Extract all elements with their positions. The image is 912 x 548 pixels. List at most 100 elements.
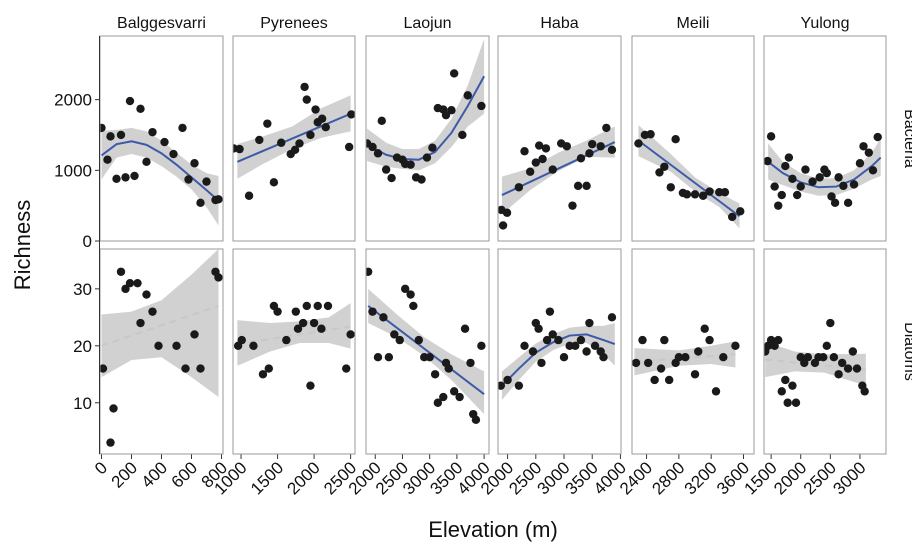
facet-label-pyrenees: Pyrenees (260, 15, 328, 32)
data-point-bacteria-haba-6 (531, 158, 541, 167)
data-point-diatoms-yulong-18 (829, 352, 839, 362)
data-point-bacteria-meili-14 (727, 212, 737, 222)
data-point-bacteria-laojun-16 (441, 110, 451, 120)
data-point-bacteria-pyrenees-2 (244, 191, 254, 200)
x-tick-label-balggesvarri-0: 0 (91, 458, 111, 478)
data-point-bacteria-meili-6 (671, 135, 680, 144)
panel-bacteria-pyrenees (233, 82, 355, 200)
data-point-diatoms-laojun-6 (395, 335, 404, 345)
data-point-diatoms-laojun-10 (414, 335, 423, 345)
data-point-bacteria-haba-9 (541, 144, 551, 153)
data-point-bacteria-haba-5 (525, 167, 535, 176)
data-point-diatoms-yulong-4 (774, 335, 783, 345)
x-axis-title: Elevation (m) (428, 517, 558, 542)
data-point-bacteria-balggesvarri-5 (121, 173, 130, 182)
data-point-bacteria-balggesvarri-3 (112, 174, 121, 183)
data-point-bacteria-haba-20 (602, 123, 611, 133)
y-tick-label-bacteria-0: 0 (83, 232, 92, 251)
data-point-bacteria-yulong-2 (770, 182, 779, 191)
data-point-bacteria-balggesvarri-0 (100, 123, 106, 133)
facet-label-meili: Meili (677, 15, 710, 32)
facet-label-diatoms: Diatoms (901, 322, 912, 381)
data-point-diatoms-haba-7 (537, 358, 546, 368)
data-point-diatoms-haba-12 (559, 352, 569, 362)
data-point-diatoms-balggesvarri-8 (142, 290, 151, 299)
data-point-bacteria-pyrenees-3 (255, 135, 264, 145)
confidence-band-bacteria-balggesvarri (101, 127, 219, 226)
data-point-bacteria-laojun-18 (449, 69, 459, 78)
fit-line-bacteria-balggesvarri (100, 140, 220, 202)
data-point-diatoms-yulong-25 (860, 387, 869, 396)
data-point-diatoms-meili-10 (690, 370, 700, 379)
data-point-bacteria-haba-2 (502, 208, 512, 217)
confidence-band-bacteria-haba (501, 126, 615, 215)
data-point-diatoms-haba-1 (503, 375, 512, 385)
data-point-bacteria-yulong-9 (796, 182, 805, 191)
data-point-bacteria-balggesvarri-9 (142, 157, 151, 167)
data-point-diatoms-haba-21 (607, 313, 617, 322)
data-point-bacteria-laojun-11 (417, 175, 426, 184)
facet-label-balggesvarri: Balggesvarri (117, 15, 206, 32)
data-point-bacteria-yulong-17 (834, 173, 843, 182)
data-point-bacteria-laojun-1 (368, 142, 377, 152)
data-point-diatoms-meili-4 (656, 364, 666, 373)
facet-label-yulong: Yulong (801, 15, 850, 32)
data-point-bacteria-meili-15 (736, 207, 745, 216)
data-point-bacteria-pyrenees-6 (277, 138, 286, 147)
panel-border-diatoms-meili (631, 248, 755, 455)
data-point-bacteria-yulong-0 (764, 156, 772, 166)
data-point-diatoms-laojun-2 (373, 352, 383, 362)
panel-diatoms-pyrenees (233, 301, 355, 390)
data-point-diatoms-balggesvarri-6 (133, 278, 142, 288)
data-point-diatoms-yulong-23 (852, 364, 862, 373)
data-point-bacteria-yulong-11 (808, 177, 817, 186)
data-point-diatoms-yulong-22 (848, 347, 858, 356)
data-point-bacteria-yulong-24 (868, 166, 878, 175)
data-point-bacteria-pyrenees-1 (235, 144, 244, 154)
data-point-diatoms-pyrenees-18 (346, 330, 355, 339)
data-point-bacteria-pyrenees-15 (317, 114, 327, 123)
data-point-diatoms-meili-15 (719, 352, 728, 362)
panel-bacteria-haba (498, 123, 617, 230)
data-point-bacteria-yulong-7 (788, 174, 797, 183)
data-point-bacteria-meili-0 (634, 139, 643, 148)
y-axis-title: Richness (10, 200, 35, 290)
data-point-diatoms-balggesvarri-14 (196, 364, 205, 373)
y-tick-label-bacteria-1: 1000 (54, 161, 92, 180)
x-tick-label-yulong-0: 1500 (741, 458, 781, 498)
data-point-diatoms-balggesvarri-10 (154, 341, 163, 351)
data-point-bacteria-haba-4 (520, 147, 529, 156)
data-point-bacteria-haba-12 (562, 142, 572, 151)
data-point-diatoms-haba-4 (528, 347, 538, 356)
data-point-bacteria-yulong-22 (859, 142, 868, 151)
data-point-diatoms-meili-1 (638, 335, 647, 345)
data-point-bacteria-haba-19 (596, 142, 605, 151)
fit-line-bacteria-pyrenees (236, 112, 352, 163)
data-point-diatoms-pyrenees-1 (237, 335, 246, 345)
data-point-diatoms-balggesvarri-7 (136, 318, 145, 328)
data-point-diatoms-meili-0 (632, 358, 641, 368)
x-tick-label-balggesvarri-1: 200 (108, 458, 141, 491)
data-point-bacteria-meili-5 (666, 183, 675, 192)
data-point-diatoms-yulong-12 (803, 352, 813, 362)
panel-diatoms-haba (498, 307, 617, 400)
data-point-diatoms-pyrenees-16 (323, 301, 333, 311)
data-point-bacteria-haba-7 (534, 141, 544, 150)
data-point-diatoms-meili-5 (660, 335, 669, 345)
data-point-bacteria-meili-4 (660, 162, 669, 171)
data-point-diatoms-meili-8 (674, 352, 684, 362)
data-point-bacteria-meili-9 (690, 190, 700, 199)
data-point-diatoms-haba-16 (582, 347, 591, 356)
data-point-bacteria-balggesvarri-12 (169, 149, 178, 159)
data-point-diatoms-balggesvarri-11 (172, 341, 181, 351)
data-point-bacteria-yulong-23 (864, 148, 874, 157)
data-point-bacteria-yulong-8 (792, 190, 802, 200)
data-point-bacteria-meili-3 (655, 168, 664, 177)
data-point-bacteria-pyrenees-8 (290, 145, 300, 155)
panel-diatoms-meili (632, 324, 740, 396)
x-tick-label-pyrenees-2: 2000 (284, 458, 324, 498)
data-point-diatoms-meili-13 (705, 335, 714, 345)
data-point-bacteria-laojun-2 (373, 149, 383, 158)
data-point-bacteria-balggesvarri-1 (103, 155, 112, 164)
